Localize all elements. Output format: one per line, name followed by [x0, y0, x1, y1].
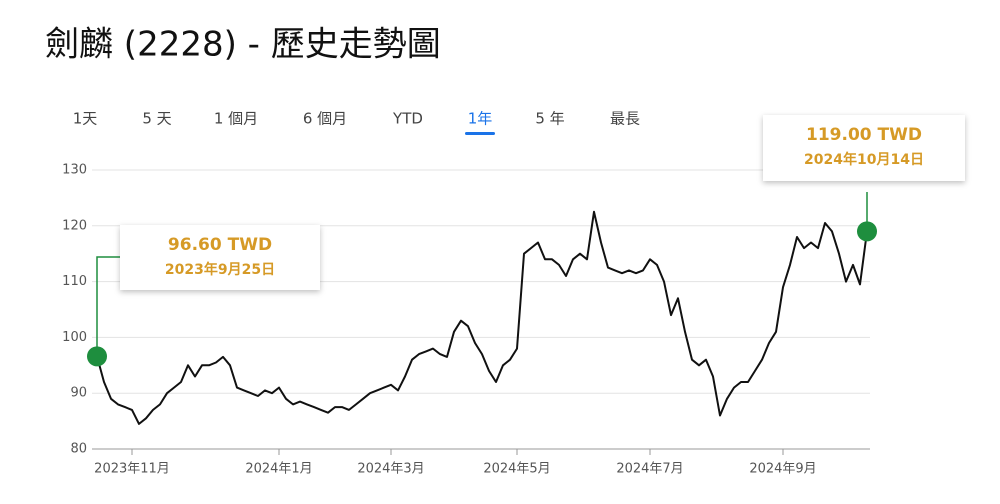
- y-tick-label: 130: [62, 163, 87, 178]
- x-tick-label: 2024年3月: [357, 462, 424, 477]
- x-tick-label: 2024年7月: [616, 462, 683, 477]
- annotation-box: [763, 115, 965, 181]
- annotation-box: [120, 225, 320, 290]
- annotation-date: 2024年10月14日: [804, 151, 924, 168]
- end-marker: [857, 221, 877, 242]
- tab-underline: [465, 132, 495, 135]
- connector: [96, 256, 120, 357]
- range-tab[interactable]: 1 個月: [214, 110, 258, 128]
- range-tab[interactable]: 5 天: [142, 110, 171, 128]
- y-tick-label: 80: [70, 442, 87, 457]
- annotation-price: 119.00 TWD: [806, 125, 922, 145]
- y-tick-label: 120: [62, 218, 87, 233]
- range-tab[interactable]: 1年: [468, 110, 493, 128]
- y-tick-label: 90: [70, 386, 87, 401]
- x-tick-label: 2024年1月: [245, 462, 312, 477]
- range-tab[interactable]: 最長: [610, 110, 640, 128]
- range-tab[interactable]: 5 年: [535, 110, 564, 128]
- x-tick-label: 2024年5月: [483, 462, 550, 477]
- x-tick-label: 2024年9月: [749, 462, 816, 477]
- annotation-price: 96.60 TWD: [168, 235, 272, 255]
- price-line: [96, 210, 868, 425]
- y-tick-label: 110: [62, 274, 87, 289]
- annotation-date: 2023年9月25日: [165, 261, 275, 278]
- range-tab[interactable]: YTD: [392, 110, 423, 128]
- range-tab[interactable]: 6 個月: [303, 110, 347, 128]
- range-tab[interactable]: 1天: [73, 110, 98, 128]
- x-tick-label: 2023年11月: [94, 462, 170, 477]
- end-marker: [87, 346, 107, 367]
- y-tick-label: 100: [62, 330, 87, 345]
- chart-title: 劍麟 (2228) - 歷史走勢圖: [45, 25, 441, 65]
